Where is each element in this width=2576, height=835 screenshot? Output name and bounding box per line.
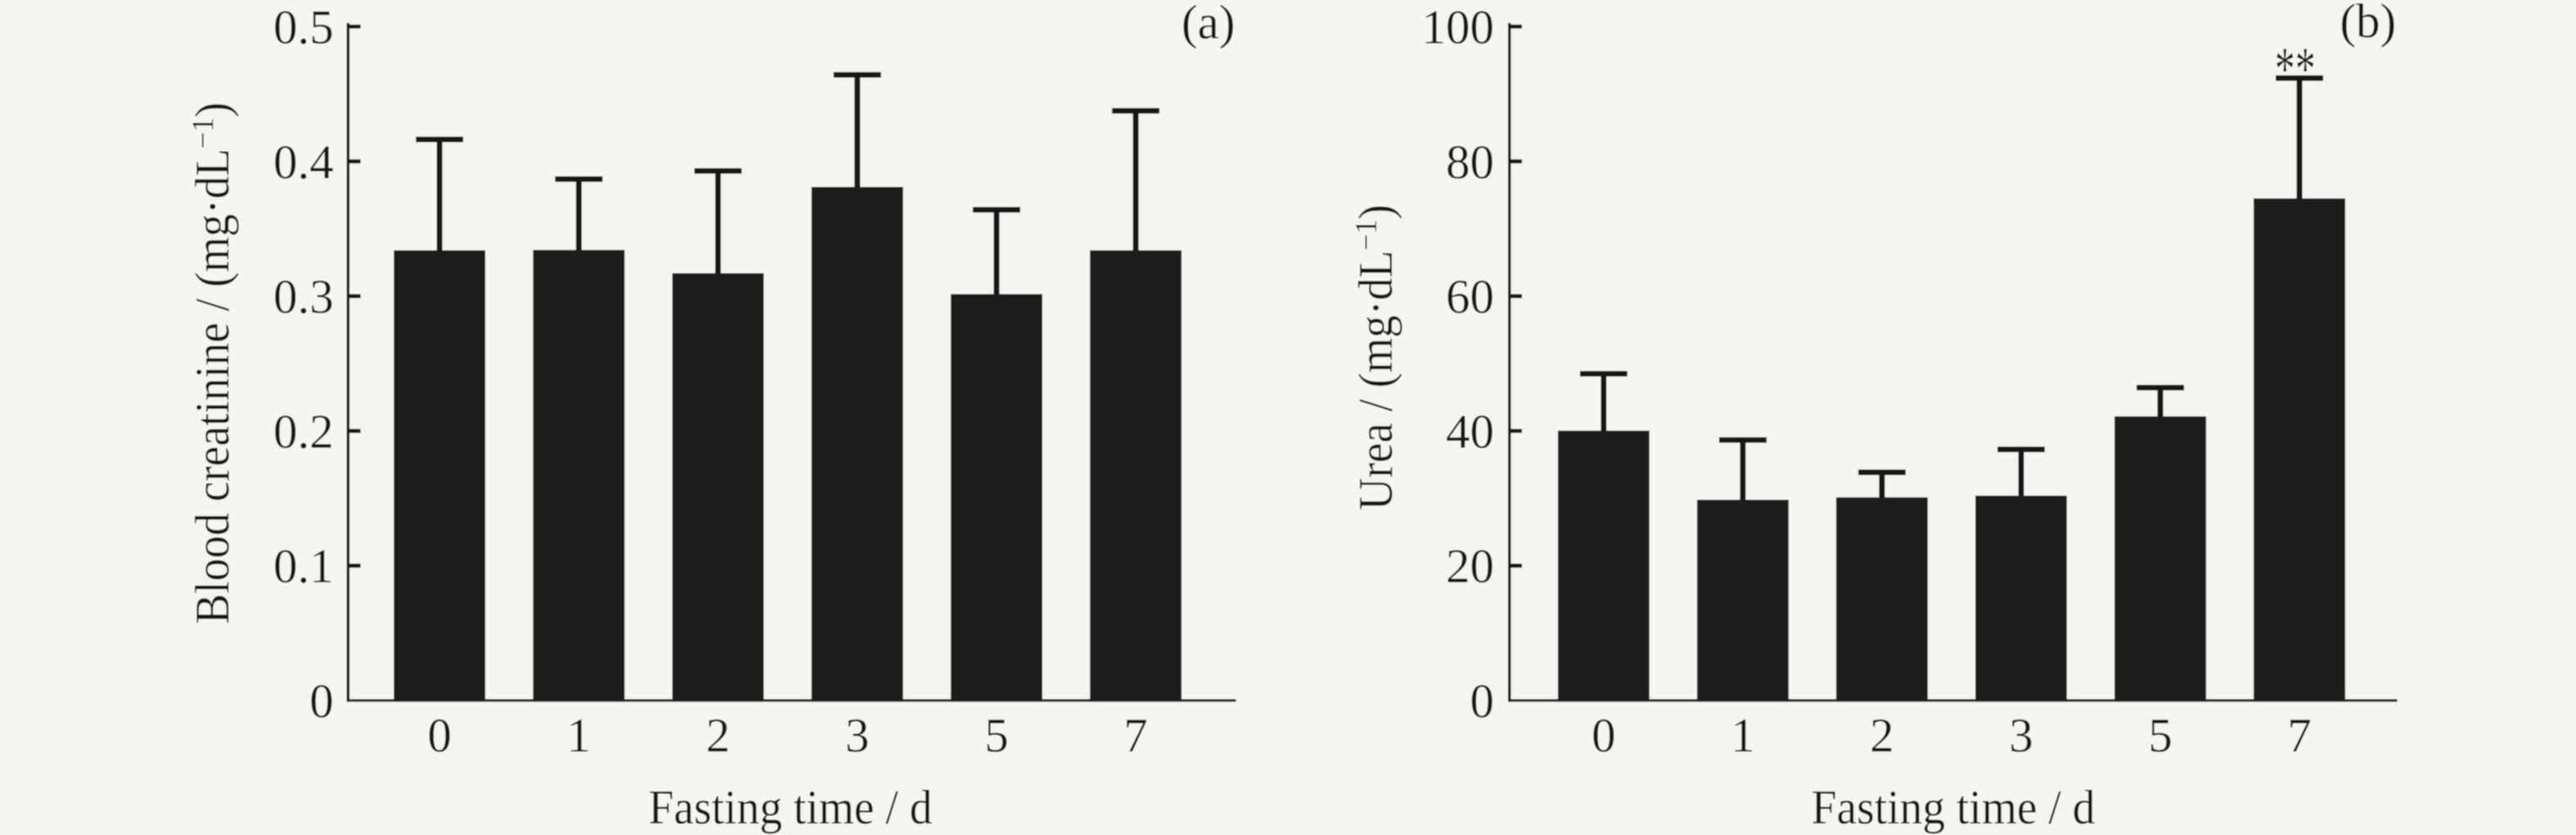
svg-text:Fasting time / d: Fasting time / d (648, 780, 932, 834)
svg-text:Urea / (mg·dL−1): Urea / (mg·dL−1) (1349, 204, 1402, 510)
svg-text:40: 40 (1446, 404, 1494, 458)
svg-text:0.5: 0.5 (273, 0, 334, 54)
svg-text:0.3: 0.3 (273, 270, 334, 324)
svg-text:0: 0 (1591, 708, 1616, 762)
svg-text:100: 100 (1422, 0, 1495, 54)
svg-text:5: 5 (985, 708, 1009, 762)
svg-text:(b): (b) (2340, 0, 2396, 47)
svg-text:(a): (a) (1182, 0, 1235, 49)
svg-text:0: 0 (1470, 674, 1495, 728)
svg-text:1: 1 (567, 708, 591, 762)
svg-text:3: 3 (846, 708, 870, 762)
svg-text:**: ** (2275, 35, 2316, 103)
svg-text:3: 3 (2009, 708, 2034, 762)
svg-text:5: 5 (2148, 708, 2173, 762)
svg-text:20: 20 (1446, 539, 1494, 593)
svg-text:1: 1 (1730, 708, 1755, 762)
svg-text:2: 2 (706, 708, 730, 762)
svg-text:60: 60 (1446, 270, 1494, 324)
svg-text:7: 7 (2287, 708, 2312, 762)
svg-text:7: 7 (1124, 708, 1148, 762)
svg-text:80: 80 (1446, 135, 1494, 189)
svg-text:Fasting time / d: Fasting time / d (1811, 780, 2095, 834)
svg-text:0: 0 (310, 674, 334, 728)
svg-text:Blood creatinine / (mg·dL−1): Blood creatinine / (mg·dL−1) (186, 102, 240, 624)
svg-text:0: 0 (428, 708, 452, 762)
svg-text:0.1: 0.1 (273, 539, 334, 593)
svg-text:0.4: 0.4 (273, 135, 334, 189)
svg-text:2: 2 (1870, 708, 1895, 762)
svg-text:0.2: 0.2 (273, 404, 334, 458)
